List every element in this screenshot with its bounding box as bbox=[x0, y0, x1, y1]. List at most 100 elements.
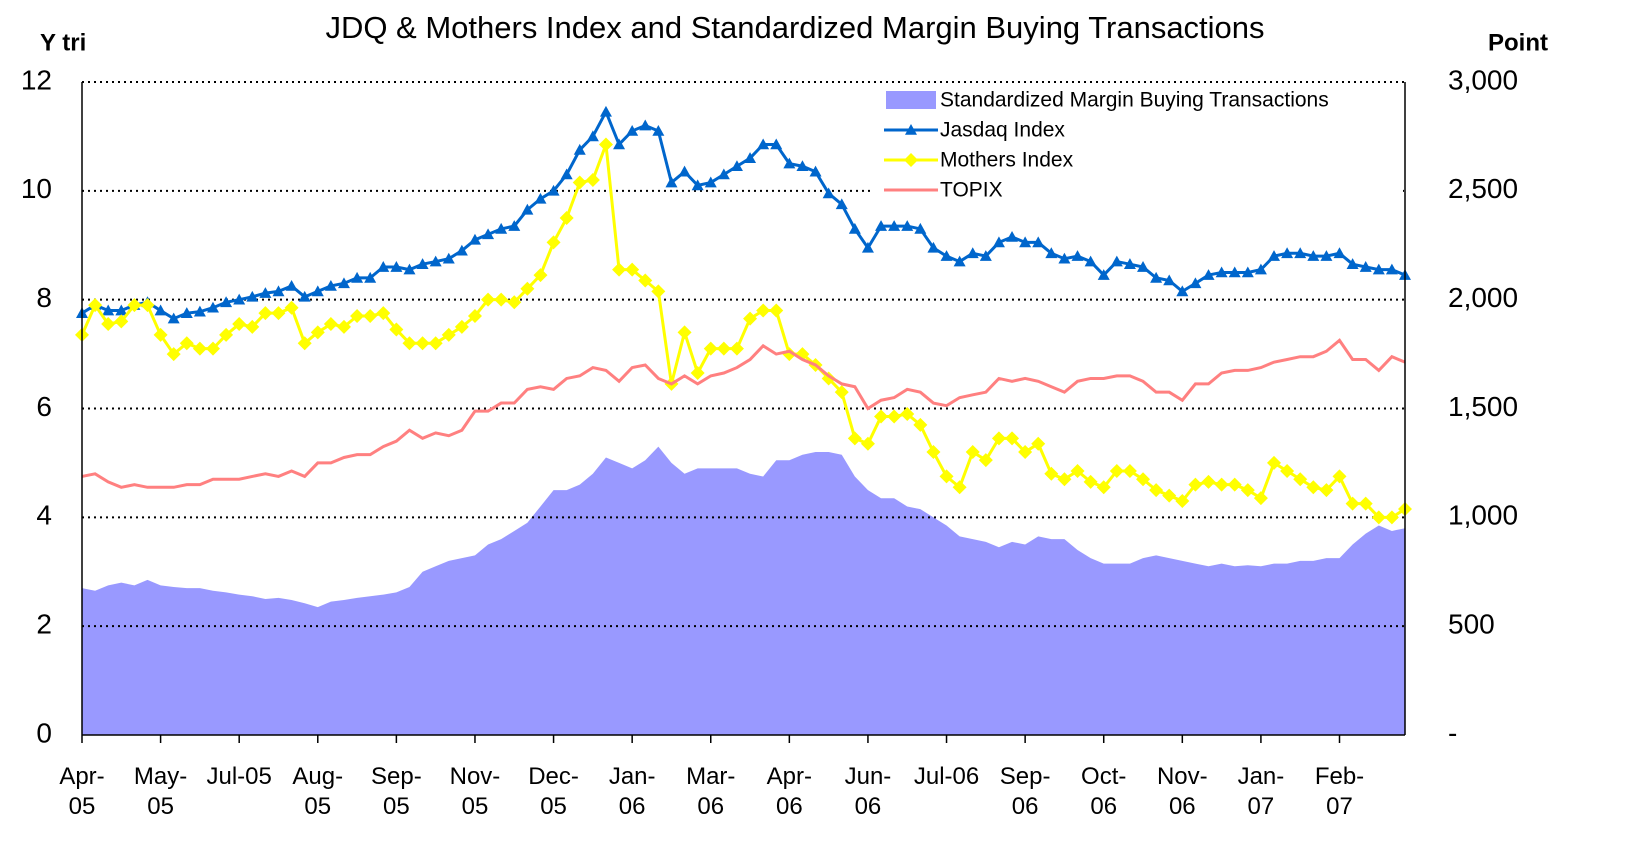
marker bbox=[651, 284, 666, 299]
x-tick-label: Nov-05 bbox=[449, 763, 501, 820]
marker bbox=[337, 277, 350, 289]
y-tick-label: 12 bbox=[21, 64, 52, 95]
marker bbox=[835, 198, 848, 210]
marker bbox=[940, 250, 953, 261]
line bbox=[81, 338, 1406, 489]
marker bbox=[167, 312, 180, 324]
marker bbox=[952, 480, 967, 495]
marker bbox=[428, 336, 443, 351]
marker bbox=[364, 271, 377, 283]
marker bbox=[1058, 252, 1071, 264]
grid bbox=[82, 81, 1405, 628]
marker bbox=[1110, 255, 1123, 267]
marker bbox=[822, 187, 835, 199]
marker bbox=[220, 296, 233, 308]
legend-swatch bbox=[886, 91, 936, 109]
marker bbox=[376, 306, 391, 321]
marker bbox=[757, 138, 770, 150]
marker bbox=[115, 304, 128, 316]
marker bbox=[455, 244, 468, 256]
x-tick-label: Apr-06 bbox=[766, 763, 813, 820]
marker bbox=[716, 341, 731, 356]
marker bbox=[390, 261, 403, 272]
marker bbox=[1123, 258, 1136, 269]
y2-tick-label: 1,500 bbox=[1448, 391, 1518, 422]
marker bbox=[219, 327, 234, 342]
marker bbox=[1307, 250, 1320, 261]
marker bbox=[652, 124, 665, 136]
x-tick-label: Mar-06 bbox=[686, 763, 736, 820]
marker bbox=[350, 308, 365, 323]
marker bbox=[1019, 236, 1032, 248]
marker bbox=[1359, 261, 1372, 272]
marker bbox=[1031, 436, 1046, 451]
marker bbox=[613, 138, 626, 150]
marker bbox=[979, 250, 992, 261]
marker bbox=[441, 327, 456, 342]
y2-tick-label: 1,000 bbox=[1448, 500, 1518, 531]
marker bbox=[598, 137, 613, 152]
marker bbox=[1280, 463, 1295, 478]
marker bbox=[992, 236, 1005, 248]
x-tick-label: Dec-05 bbox=[528, 763, 579, 820]
marker bbox=[521, 203, 534, 215]
y2-axis-label: Point bbox=[1488, 29, 1548, 56]
marker bbox=[796, 160, 809, 172]
marker bbox=[1332, 469, 1347, 484]
marker bbox=[1267, 455, 1282, 470]
x-tick-label: Nov-06 bbox=[1156, 763, 1208, 820]
marker bbox=[1006, 230, 1019, 242]
marker bbox=[1345, 496, 1360, 511]
marker bbox=[639, 119, 652, 131]
legend-label: Standardized Margin Buying Transactions bbox=[940, 89, 1329, 112]
marker bbox=[1214, 477, 1229, 492]
marker bbox=[1175, 494, 1190, 509]
marker bbox=[809, 165, 822, 177]
marker bbox=[1215, 266, 1228, 278]
marker bbox=[259, 287, 272, 298]
y2-tick-label: 2,000 bbox=[1448, 282, 1518, 313]
marker bbox=[914, 222, 927, 234]
marker bbox=[704, 176, 717, 188]
marker bbox=[559, 211, 574, 226]
marker bbox=[1189, 277, 1202, 289]
marker bbox=[1320, 250, 1333, 261]
marker bbox=[744, 152, 757, 163]
x-tick-label: Jun-06 bbox=[844, 763, 892, 820]
chart-title: JDQ & Mothers Index and Standardized Mar… bbox=[325, 10, 1264, 45]
y-tick-label: 2 bbox=[36, 609, 52, 640]
marker bbox=[625, 262, 640, 277]
marker bbox=[770, 138, 783, 150]
marker bbox=[467, 308, 482, 323]
x-tick-label: Aug-05 bbox=[292, 763, 344, 820]
marker bbox=[927, 241, 940, 253]
marker bbox=[1018, 445, 1033, 460]
marker bbox=[887, 409, 902, 424]
marker bbox=[1227, 477, 1242, 492]
marker bbox=[468, 233, 481, 245]
marker bbox=[245, 319, 260, 334]
y-tick-label: 0 bbox=[36, 717, 52, 748]
marker bbox=[1163, 274, 1176, 286]
marker bbox=[1358, 496, 1373, 511]
marker bbox=[926, 445, 941, 460]
marker bbox=[1293, 472, 1308, 487]
x-tick-label: Sep-05 bbox=[371, 763, 422, 820]
marker bbox=[677, 325, 692, 340]
marker bbox=[638, 273, 653, 288]
marker bbox=[520, 281, 535, 296]
marker bbox=[900, 406, 915, 421]
marker bbox=[978, 453, 993, 468]
marker bbox=[285, 279, 298, 291]
marker bbox=[154, 304, 167, 316]
marker bbox=[508, 220, 521, 231]
legend-label: Mothers Index bbox=[940, 149, 1074, 172]
marker bbox=[691, 179, 704, 191]
marker bbox=[271, 306, 286, 321]
marker bbox=[821, 371, 836, 386]
marker bbox=[547, 184, 560, 196]
x-tick-label: Sep-06 bbox=[999, 763, 1051, 820]
marker bbox=[415, 336, 430, 351]
marker bbox=[690, 366, 705, 381]
marker bbox=[1241, 266, 1254, 278]
